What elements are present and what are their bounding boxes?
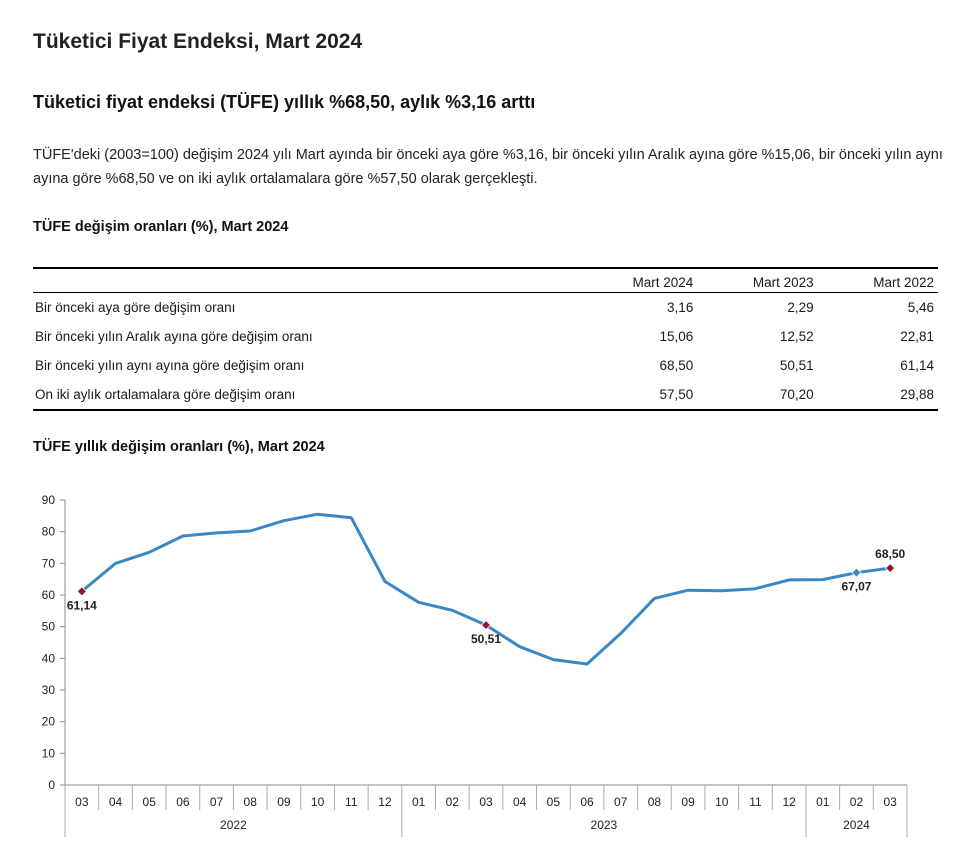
data-label: 68,50 bbox=[875, 547, 905, 561]
cell-value: 29,88 bbox=[900, 387, 934, 402]
x-tick-label: 04 bbox=[513, 795, 527, 809]
x-tick-label: 02 bbox=[446, 795, 460, 809]
year-group-label: 2022 bbox=[220, 818, 247, 832]
x-tick-label: 01 bbox=[412, 795, 426, 809]
x-tick-label: 10 bbox=[311, 795, 325, 809]
x-tick-label: 04 bbox=[109, 795, 123, 809]
cell-value: 12,52 bbox=[779, 329, 814, 344]
table-title: TÜFE değişim oranları (%), Mart 2024 bbox=[33, 219, 289, 235]
x-tick-label: 12 bbox=[782, 795, 796, 809]
cell-value: 3,16 bbox=[667, 300, 694, 315]
y-tick-label: 40 bbox=[42, 651, 56, 665]
page-title: Tüketici Fiyat Endeksi, Mart 2024 bbox=[33, 30, 363, 53]
cell-value: 2,29 bbox=[787, 300, 814, 315]
summary-paragraph: TÜFE'deki (2003=100) değişim 2024 yılı M… bbox=[33, 147, 943, 187]
cell-value: 22,81 bbox=[900, 329, 934, 344]
row-label: Bir önceki yılın aynı ayına göre değişim… bbox=[35, 358, 305, 373]
table-row: Bir önceki yılın Aralık ayına göre değiş… bbox=[33, 322, 938, 351]
table-header-mart-2023: Mart 2023 bbox=[697, 268, 818, 293]
table-row: Bir önceki aya göre değişim oranı 3,16 2… bbox=[33, 293, 938, 323]
cell-value: 50,51 bbox=[779, 358, 814, 373]
x-tick-label: 02 bbox=[850, 795, 864, 809]
x-tick-label: 03 bbox=[883, 795, 897, 809]
data-label: 50,51 bbox=[471, 632, 501, 646]
table-header-mart-2022: Mart 2022 bbox=[817, 268, 938, 293]
cell-value: 61,14 bbox=[900, 358, 934, 373]
y-tick-label: 10 bbox=[42, 746, 56, 760]
x-tick-label: 12 bbox=[378, 795, 392, 809]
y-tick-label: 30 bbox=[42, 683, 56, 697]
x-tick-label: 08 bbox=[244, 795, 258, 809]
row-label: Bir önceki yılın Aralık ayına göre değiş… bbox=[35, 329, 313, 344]
x-tick-label: 11 bbox=[345, 795, 358, 809]
cell-value: 70,20 bbox=[779, 387, 814, 402]
data-point-marker bbox=[851, 567, 862, 578]
data-point-marker bbox=[885, 563, 896, 574]
y-tick-label: 70 bbox=[42, 556, 56, 570]
y-tick-label: 80 bbox=[42, 525, 56, 539]
x-tick-label: 03 bbox=[479, 795, 493, 809]
x-tick-label: 06 bbox=[176, 795, 190, 809]
row-label: Bir önceki aya göre değişim oranı bbox=[35, 300, 236, 315]
cell-value: 15,06 bbox=[659, 329, 694, 344]
y-tick-label: 60 bbox=[42, 588, 56, 602]
x-tick-label: 11 bbox=[749, 795, 762, 809]
data-point-marker bbox=[76, 586, 87, 597]
table-header-label bbox=[33, 268, 577, 293]
x-tick-label: 06 bbox=[580, 795, 594, 809]
table-header-row: Mart 2024 Mart 2023 Mart 2022 bbox=[33, 268, 938, 293]
y-tick-label: 90 bbox=[42, 493, 56, 507]
data-label: 67,07 bbox=[841, 580, 871, 594]
x-tick-label: 10 bbox=[715, 795, 729, 809]
table-row: On iki aylık ortalamalara göre değişim o… bbox=[33, 380, 938, 410]
year-group-label: 2023 bbox=[591, 818, 618, 832]
x-tick-label: 07 bbox=[614, 795, 628, 809]
y-tick-label: 0 bbox=[48, 778, 55, 792]
data-point-marker bbox=[480, 619, 492, 631]
year-group-label: 2024 bbox=[843, 818, 870, 832]
table-row: Bir önceki yılın aynı ayına göre değişim… bbox=[33, 351, 938, 380]
x-tick-label: 09 bbox=[681, 795, 695, 809]
row-label: On iki aylık ortalamalara göre değişim o… bbox=[35, 387, 296, 402]
x-tick-label: 01 bbox=[816, 795, 830, 809]
rates-table: Mart 2024 Mart 2023 Mart 2022 Bir önceki… bbox=[33, 267, 938, 411]
x-tick-label: 07 bbox=[210, 795, 224, 809]
data-label: 61,14 bbox=[67, 598, 97, 612]
cell-value: 57,50 bbox=[659, 387, 694, 402]
y-tick-label: 50 bbox=[42, 620, 56, 634]
x-tick-label: 05 bbox=[143, 795, 157, 809]
cell-value: 5,46 bbox=[907, 300, 934, 315]
y-tick-label: 20 bbox=[42, 715, 56, 729]
x-tick-label: 05 bbox=[547, 795, 561, 809]
cell-value: 68,50 bbox=[659, 358, 694, 373]
x-tick-label: 03 bbox=[75, 795, 89, 809]
x-tick-label: 08 bbox=[648, 795, 662, 809]
headline: Tüketici fiyat endeksi (TÜFE) yıllık %68… bbox=[33, 92, 536, 112]
table-header-mart-2024: Mart 2024 bbox=[577, 268, 698, 293]
chart-title: TÜFE yıllık değişim oranları (%), Mart 2… bbox=[33, 439, 325, 455]
x-tick-label: 09 bbox=[277, 795, 291, 809]
